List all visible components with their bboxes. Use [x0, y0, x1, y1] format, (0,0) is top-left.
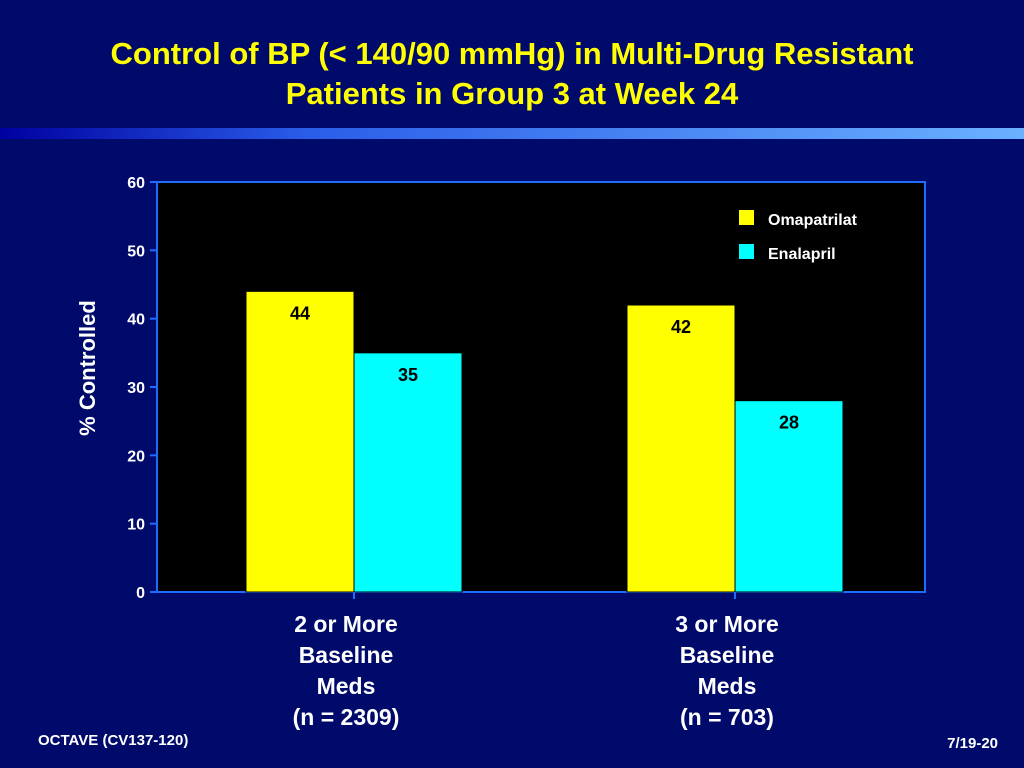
- bar-enalapril: [734, 400, 844, 593]
- data-label: 42: [671, 317, 691, 337]
- y-tick-label: 60: [127, 175, 145, 192]
- bar-omapatrilat: [626, 304, 736, 593]
- y-tick-label: 30: [127, 380, 145, 397]
- data-label: 44: [290, 303, 310, 323]
- y-tick-label: 50: [127, 243, 145, 260]
- x-category-label: Baseline: [680, 642, 775, 668]
- x-category-label: 3 or More: [675, 611, 779, 637]
- x-category-label: (n = 2309): [293, 704, 400, 730]
- legend-label: Omapatrilat: [768, 212, 858, 229]
- title-divider: [0, 128, 1024, 139]
- y-tick-label: 10: [127, 517, 145, 534]
- y-tick-label: 0: [136, 585, 145, 602]
- bar-omapatrilat: [245, 290, 355, 593]
- footer-study-id: OCTAVE (CV137-120): [38, 732, 189, 749]
- x-category-label: 2 or More: [294, 611, 398, 637]
- legend-swatch: [739, 210, 754, 225]
- y-axis-label: % Controlled: [75, 300, 100, 436]
- title-line-2: Patients in Group 3 at Week 24: [285, 76, 739, 111]
- data-label: 35: [398, 365, 418, 385]
- x-category-label: Meds: [698, 673, 757, 699]
- footer-slide-number: 7/19-20: [947, 735, 998, 752]
- slide-title: Control of BP (< 140/90 mmHg) in Multi-D…: [0, 34, 1024, 114]
- title-line-1: Control of BP (< 140/90 mmHg) in Multi-D…: [110, 36, 914, 71]
- y-tick-label: 20: [127, 448, 145, 465]
- legend-label: Enalapril: [768, 246, 836, 263]
- y-tick-label: 40: [127, 312, 145, 329]
- data-label: 28: [779, 413, 799, 433]
- bar-enalapril: [353, 352, 463, 593]
- legend-swatch: [739, 244, 754, 259]
- x-category-label: Baseline: [299, 642, 394, 668]
- x-category-label: Meds: [317, 673, 376, 699]
- x-category-label: (n = 703): [680, 704, 774, 730]
